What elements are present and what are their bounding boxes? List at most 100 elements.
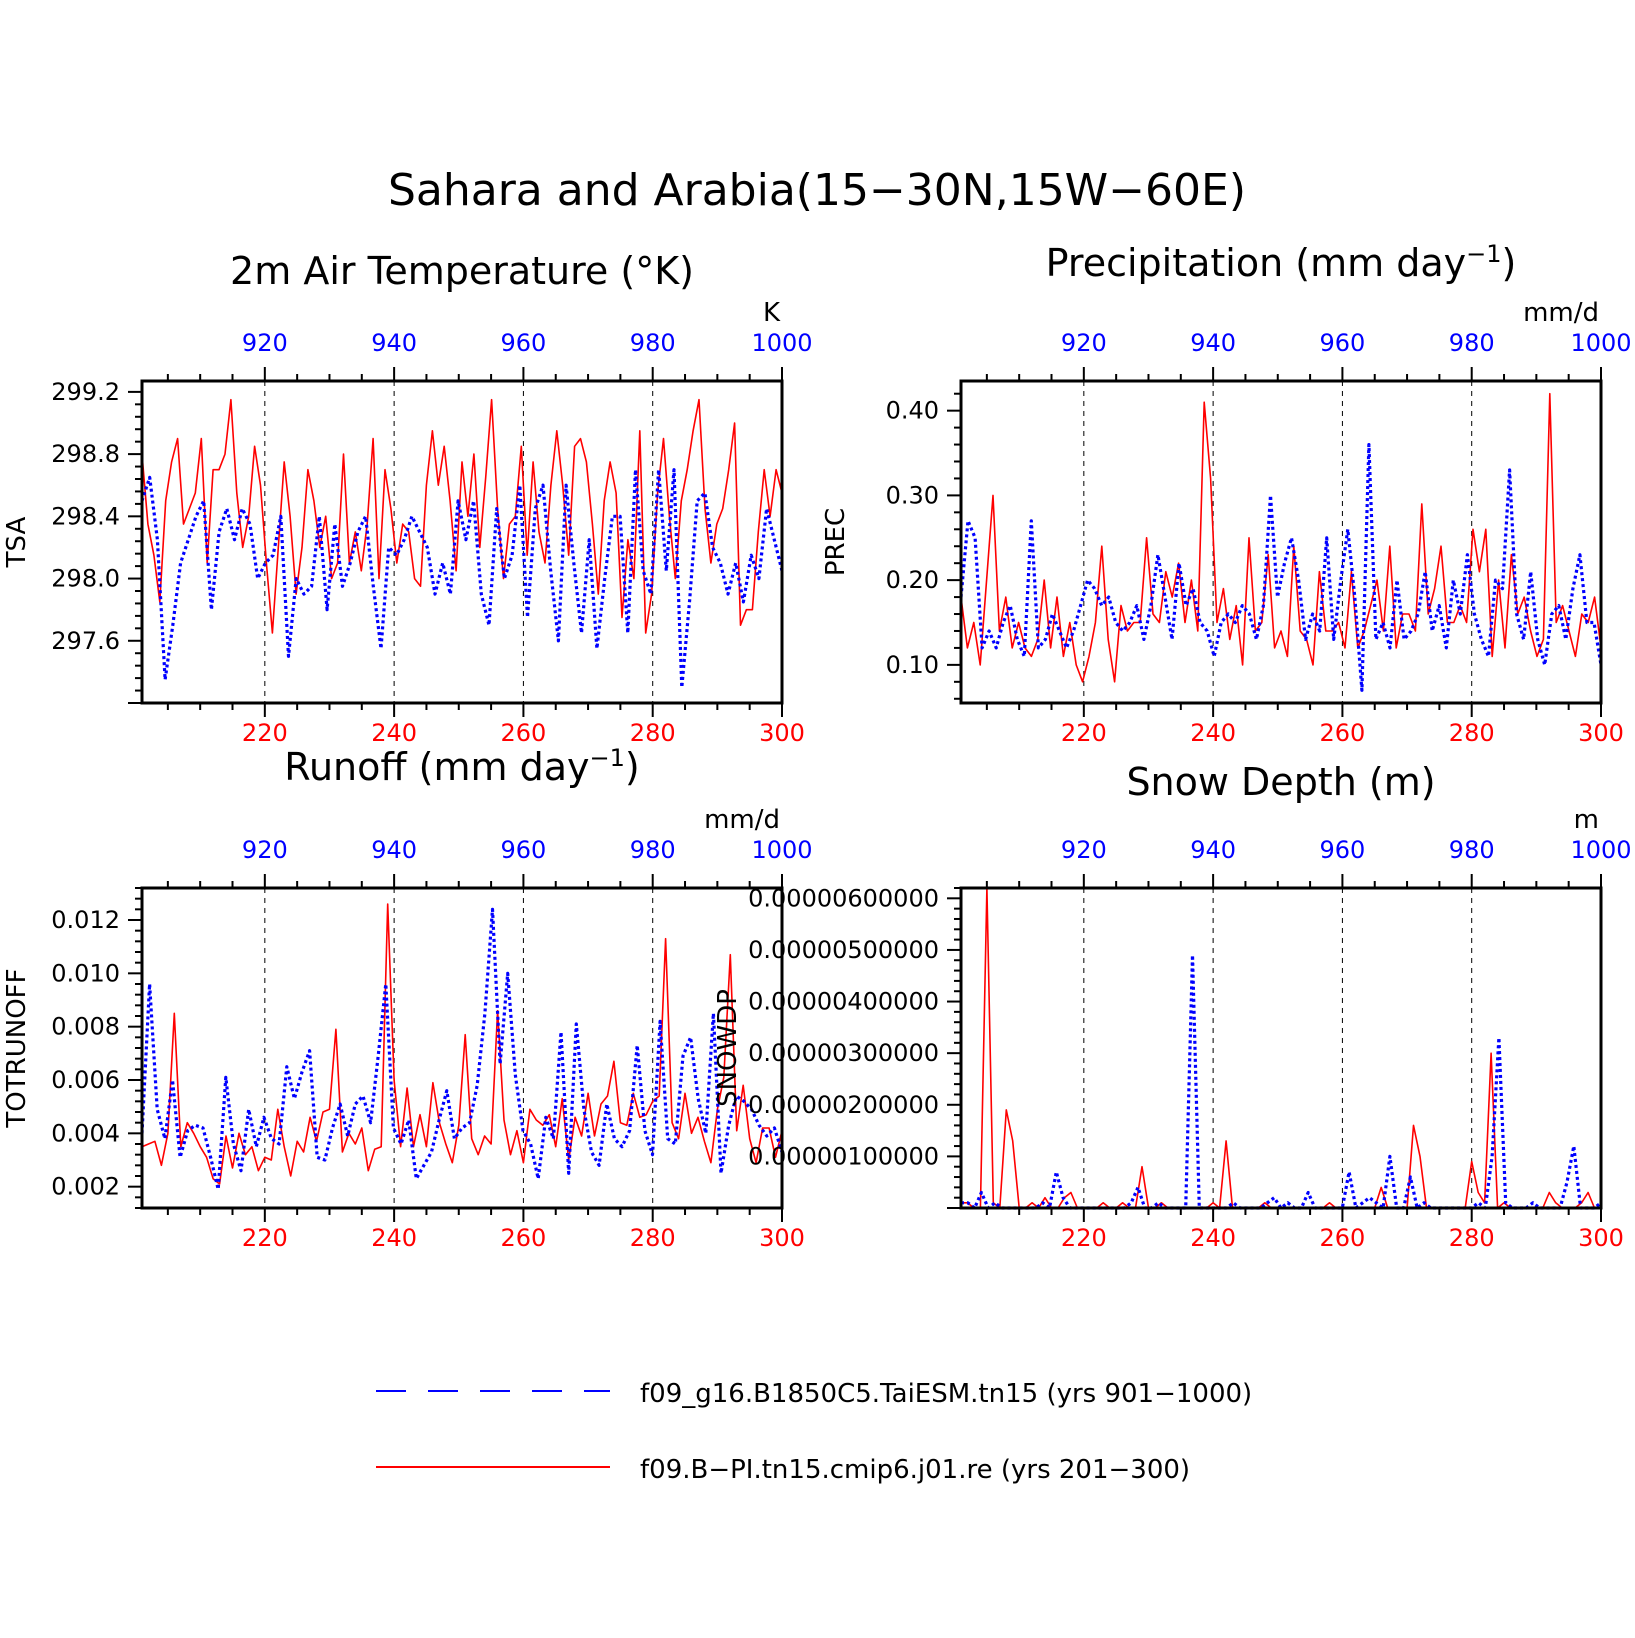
panel-title-tail: ) — [625, 745, 640, 789]
units-label: mm/d — [704, 805, 780, 835]
series-line-blue — [140, 468, 784, 690]
x-tick-label-bottom: 300 — [1578, 719, 1624, 747]
y-tick-label: 0.00000300000 — [748, 1039, 939, 1067]
y-tick-label: 0.40 — [886, 397, 939, 425]
series-line-red — [141, 903, 783, 1185]
panel-title-main: Precipitation (mm day — [1046, 241, 1466, 285]
x-tick-label-bottom: 260 — [1320, 1224, 1366, 1252]
y-tick-label: 0.008 — [51, 1013, 120, 1041]
panel-1: 2m Air Temperature (°K) K TSA 220 240 260 280 3… — [2, 249, 813, 747]
x-tick-label-bottom: 280 — [1449, 1224, 1495, 1252]
series-line-blue — [961, 953, 1602, 1210]
x-tick-label-bottom: 260 — [501, 719, 547, 747]
y-tick-label: 0.00000400000 — [748, 988, 939, 1016]
panel-title: Snow Depth (m) — [1126, 760, 1435, 804]
x-tick-label-bottom: 220 — [242, 719, 288, 747]
units-label: m — [1574, 805, 1599, 835]
x-tick-label-top: 1000 — [1570, 329, 1631, 357]
y-axis-label: TOTRUNOFF — [2, 968, 32, 1128]
units-label: mm/d — [1523, 298, 1599, 328]
x-tick-label-bottom: 220 — [242, 1224, 288, 1252]
y-tick-label: 0.012 — [51, 906, 120, 934]
series-line-red — [960, 392, 1602, 683]
y-tick-label: 297.6 — [51, 627, 120, 655]
series-line-blue — [140, 907, 784, 1191]
y-tick-label: 0.30 — [886, 481, 939, 509]
x-tick-label-bottom: 280 — [630, 719, 676, 747]
x-tick-label-bottom: 240 — [371, 1224, 417, 1252]
y-tick-label: 298.4 — [51, 502, 120, 530]
x-tick-label-bottom: 220 — [1061, 1224, 1107, 1252]
x-tick-label-top: 960 — [1320, 836, 1366, 864]
y-tick-label: 0.002 — [51, 1173, 120, 1201]
x-tick-label-top: 960 — [501, 836, 547, 864]
x-tick-label-bottom: 300 — [759, 719, 805, 747]
x-tick-label-top: 980 — [630, 329, 676, 357]
legend-label-blue: f09_g16.B1850C5.TaiESM.tn15 (yrs 901−100… — [640, 1379, 1252, 1409]
x-tick-label-bottom: 300 — [1578, 1224, 1624, 1252]
panels-group: 2m Air Temperature (°K) K TSA 220 240 260 280 3… — [2, 240, 1632, 1252]
x-tick-label-bottom: 260 — [1320, 719, 1366, 747]
y-tick-label: 0.010 — [51, 959, 120, 987]
plot-frame — [959, 886, 1603, 1210]
panel-title: 2m Air Temperature (°K) — [230, 249, 694, 293]
y-tick-label: 0.004 — [51, 1119, 120, 1147]
legend-label-red: f09.B−PI.tn15.cmip6.j01.re (yrs 201−300) — [640, 1455, 1190, 1485]
x-tick-label-top: 980 — [1449, 836, 1495, 864]
x-tick-label-bottom: 240 — [1190, 719, 1236, 747]
x-tick-label-top: 1000 — [1570, 836, 1631, 864]
x-tick-label-top: 920 — [242, 836, 288, 864]
panel-4: Snow Depth (m) m SNOWDP 220 240 260 280 300 920 9… — [713, 760, 1632, 1252]
panel-title-superscript: −1 — [590, 744, 625, 772]
y-axis-label: TSA — [2, 516, 32, 568]
figure-title: Sahara and Arabia(15−30N,15W−60E) — [388, 165, 1246, 216]
y-tick-label: 299.2 — [51, 378, 120, 406]
x-tick-label-bottom: 240 — [371, 719, 417, 747]
y-tick-label: 0.00000100000 — [748, 1142, 939, 1170]
x-tick-label-top: 1000 — [751, 329, 812, 357]
y-tick-label: 0.00000500000 — [748, 936, 939, 964]
y-tick-label: 0.006 — [51, 1066, 120, 1094]
y-tick-label: 0.10 — [886, 651, 939, 679]
y-axis-label: SNOWDP — [713, 989, 743, 1107]
y-axis-label: PREC — [821, 508, 851, 576]
series-line-red — [141, 398, 783, 634]
y-tick-label: 0.20 — [886, 566, 939, 594]
x-tick-label-top: 920 — [1061, 329, 1107, 357]
panel-3: Runoff (mm day−1) mm/d TOTRUNOFF 220 240 260 2… — [2, 744, 813, 1252]
panel-title-superscript: −1 — [1466, 240, 1501, 268]
series-line-blue — [959, 443, 1603, 692]
y-tick-label: 0.00000600000 — [748, 884, 939, 912]
x-tick-label-top: 920 — [242, 329, 288, 357]
x-tick-label-top: 940 — [371, 836, 417, 864]
panel-title-main: Runoff (mm day — [284, 745, 589, 789]
panel-title: Precipitation (mm day−1) — [1046, 240, 1517, 285]
panel-title: Runoff (mm day−1) — [284, 744, 639, 789]
y-tick-label: 298.0 — [51, 565, 120, 593]
panel-title-main: 2m Air Temperature (°K) — [230, 249, 694, 293]
x-tick-label-top: 940 — [371, 329, 417, 357]
panel-title-main: Snow Depth (m) — [1126, 760, 1435, 804]
panel-title-tail: ) — [1502, 241, 1517, 285]
x-tick-label-bottom: 260 — [501, 1224, 547, 1252]
x-tick-label-top: 960 — [1320, 329, 1366, 357]
x-tick-label-bottom: 240 — [1190, 1224, 1236, 1252]
x-tick-label-top: 940 — [1190, 836, 1236, 864]
x-tick-label-bottom: 220 — [1061, 719, 1107, 747]
y-tick-label: 298.8 — [51, 440, 120, 468]
x-tick-label-top: 980 — [630, 836, 676, 864]
x-tick-label-top: 1000 — [751, 836, 812, 864]
x-tick-label-bottom: 300 — [759, 1224, 805, 1252]
x-tick-label-top: 980 — [1449, 329, 1495, 357]
units-label: K — [763, 298, 781, 328]
x-tick-label-top: 920 — [1061, 836, 1107, 864]
x-tick-label-top: 940 — [1190, 329, 1236, 357]
panel-2: Precipitation (mm day−1)mm/d PREC 220 240 26… — [821, 240, 1632, 747]
x-tick-label-bottom: 280 — [630, 1224, 676, 1252]
x-tick-label-bottom: 280 — [1449, 719, 1495, 747]
y-tick-label: 0.00000200000 — [748, 1091, 939, 1119]
legend: f09_g16.B1850C5.TaiESM.tn15 (yrs 901−100… — [376, 1379, 1252, 1485]
x-tick-label-top: 960 — [501, 329, 547, 357]
plot-frame — [959, 379, 1603, 705]
